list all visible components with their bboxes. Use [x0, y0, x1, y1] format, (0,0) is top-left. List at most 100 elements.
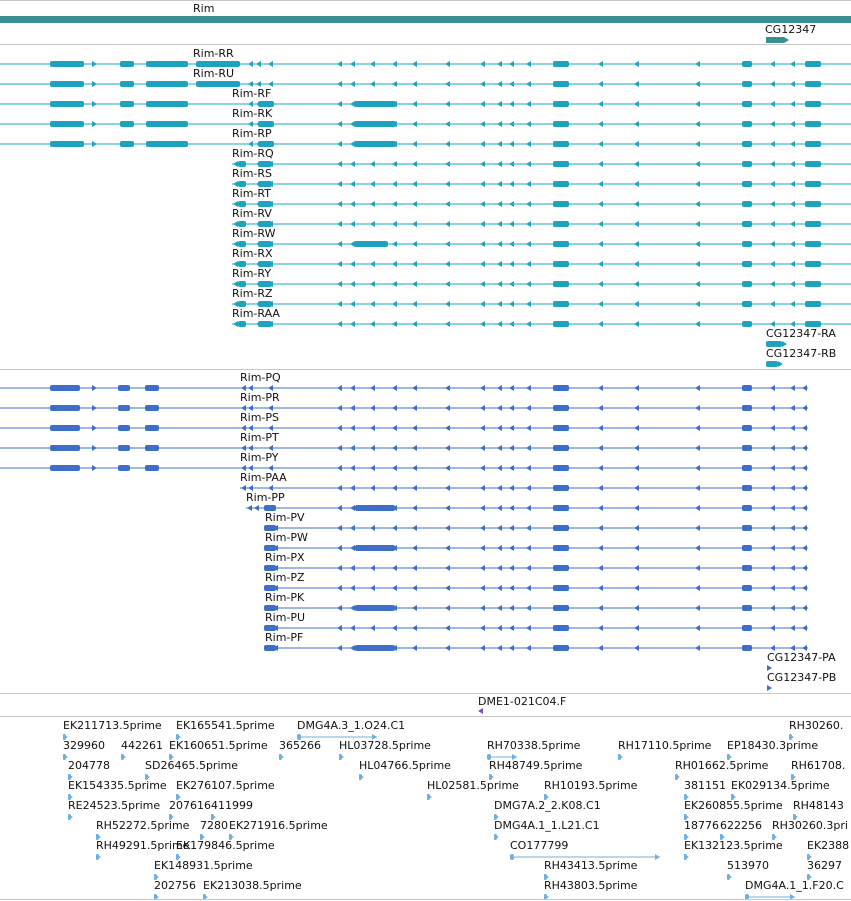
est-label[interactable]: EK276107.5prime [176, 779, 275, 792]
transcript-label[interactable]: Rim-PU [265, 611, 306, 624]
est-label[interactable]: 513970 [727, 859, 769, 872]
est-label[interactable]: RH30260. [789, 719, 844, 732]
transcript-label[interactable]: Rim-RX [232, 247, 273, 260]
est-label[interactable]: EK213038.5prime [203, 879, 302, 892]
transcript-label[interactable]: Rim-PY [240, 451, 279, 464]
transcript-label[interactable]: Rim-RS [232, 167, 273, 180]
transcript-label[interactable]: Rim-RAA [232, 307, 280, 320]
est-label[interactable]: 622256 [720, 819, 762, 832]
transcript-label[interactable]: Rim-RT [232, 187, 271, 200]
transcript-label[interactable]: Rim-PW [265, 531, 308, 544]
transcript-label[interactable]: Rim-RR [193, 47, 234, 60]
est-label[interactable]: 381151 [684, 779, 726, 792]
est-label[interactable]: SD26465.5prime [145, 759, 238, 772]
est-label[interactable]: EK260855.5prime [684, 799, 783, 812]
est-label[interactable]: HL03728.5prime [339, 739, 431, 752]
left-arrow-glyph [770, 281, 775, 287]
est-label[interactable]: HL04766.5prime [359, 759, 451, 772]
exon-block [176, 794, 179, 800]
transcript-label[interactable]: Rim-RY [232, 267, 272, 280]
est-label[interactable]: EK271916.5prime [229, 819, 328, 832]
est-label[interactable]: 442261 [121, 739, 163, 752]
est-label[interactable]: EK132123.5prime [684, 839, 783, 852]
est-label[interactable]: 202756 [154, 879, 196, 892]
transcript-label[interactable]: Rim-RZ [232, 287, 273, 300]
est-label[interactable]: RH30260.3pri [772, 819, 848, 832]
exon-block [359, 774, 362, 780]
exon-block [742, 201, 752, 207]
est-label[interactable]: CO177799 [510, 839, 569, 852]
left-arrow-glyph [350, 425, 355, 431]
left-arrow-glyph [392, 141, 397, 147]
left-arrow-glyph [770, 221, 775, 227]
est-label[interactable]: RH61708. [791, 759, 846, 772]
est-label[interactable]: EP18430.3prime [727, 739, 819, 752]
transcript-label[interactable]: Rim-PR [240, 391, 280, 404]
transcript-label[interactable]: Rim-PK [265, 591, 305, 604]
est-label[interactable]: HL02581.5prime [427, 779, 519, 792]
est-label[interactable]: EK165541.5prime [176, 719, 275, 732]
left-arrow-glyph [337, 101, 342, 107]
transcript-label[interactable]: Rim-RV [232, 207, 272, 220]
transcript-label[interactable]: Rim-PS [240, 411, 279, 424]
est-label[interactable]: 18776 [684, 819, 719, 832]
est-label[interactable]: 36297 [807, 859, 842, 872]
est-label[interactable]: DMG4A.1_1.F20.C [745, 879, 844, 892]
transcript-label[interactable]: Rim-RQ [232, 147, 274, 160]
est-label[interactable]: RH10193.5prime [544, 779, 638, 792]
est-label[interactable]: EK179846.5prime [176, 839, 275, 852]
est-label[interactable]: 329960 [63, 739, 105, 752]
transcript-label[interactable]: CG12347-RB [766, 347, 837, 360]
transcript-label[interactable]: Rim-PQ [240, 371, 281, 384]
est-label[interactable]: RH43803.5prime [544, 879, 638, 892]
est-label[interactable]: RH70338.5prime [487, 739, 581, 752]
est-label[interactable]: EK2388 [807, 839, 850, 852]
est-label[interactable]: 7280 [200, 819, 228, 832]
transcript-label[interactable]: Rim-RW [232, 227, 276, 240]
est-label[interactable]: RH48143 [793, 799, 844, 812]
left-arrow-glyph [790, 281, 795, 287]
transcript-label[interactable]: Rim-PAA [240, 471, 287, 484]
est-label[interactable]: RH48749.5prime [489, 759, 583, 772]
est-label[interactable]: RH52272.5prime [96, 819, 190, 832]
left-arrow-glyph [790, 505, 795, 511]
transcript-label[interactable]: Rim-RF [232, 87, 272, 100]
transcript-label[interactable]: Rim-PZ [265, 571, 305, 584]
insertion-label[interactable]: DME1-021C04.F [478, 695, 567, 708]
left-arrow-glyph [634, 565, 639, 571]
transcript-label[interactable]: Rim-RK [232, 107, 273, 120]
est-label[interactable]: 207616 [169, 799, 211, 812]
transcript-label[interactable]: Rim-PF [265, 631, 304, 644]
est-label[interactable]: RH01662.5prime [675, 759, 769, 772]
transcript-label[interactable]: Rim-PP [246, 491, 285, 504]
est-label[interactable]: RH43413.5prime [544, 859, 638, 872]
left-arrow-glyph [802, 505, 807, 511]
left-arrow-glyph [337, 321, 342, 327]
est-label[interactable]: DMG7A.2_2.K08.C1 [494, 799, 601, 812]
est-label[interactable]: EK154335.5prime [68, 779, 167, 792]
est-label[interactable]: EK160651.5prime [169, 739, 268, 752]
est-label[interactable]: RH17110.5prime [618, 739, 712, 752]
est-label[interactable]: 204778 [68, 759, 110, 772]
est-label[interactable]: EK211713.5prime [63, 719, 162, 732]
transcript-label[interactable]: CG12347-PB [767, 671, 837, 684]
transcript-label[interactable]: Rim-RP [232, 127, 272, 140]
gene-label-rim[interactable]: Rim [193, 2, 215, 15]
transcript-label[interactable]: CG12347-PA [767, 651, 836, 664]
est-label[interactable]: 411999 [211, 799, 253, 812]
transcript-label[interactable]: Rim-PV [265, 511, 305, 524]
transcript-label[interactable]: Rim-PT [240, 431, 279, 444]
est-label[interactable]: EK029134.5prime [731, 779, 830, 792]
left-arrow-glyph [634, 465, 639, 471]
est-label[interactable]: 365266 [279, 739, 321, 752]
left-arrow-glyph [509, 525, 514, 531]
est-label[interactable]: RH49291.5prime [96, 839, 190, 852]
gene-label-cg12347[interactable]: CG12347 [765, 23, 817, 36]
est-label[interactable]: RE24523.5prime [68, 799, 161, 812]
transcript-label[interactable]: Rim-RU [193, 67, 235, 80]
transcript-label[interactable]: CG12347-RA [766, 327, 836, 340]
transcript-label[interactable]: Rim-PX [265, 551, 305, 564]
est-label[interactable]: DMG4A.1_1.L21.C1 [494, 819, 600, 832]
est-label[interactable]: DMG4A.3_1.O24.C1 [297, 719, 406, 732]
est-label[interactable]: EK148931.5prime [154, 859, 253, 872]
